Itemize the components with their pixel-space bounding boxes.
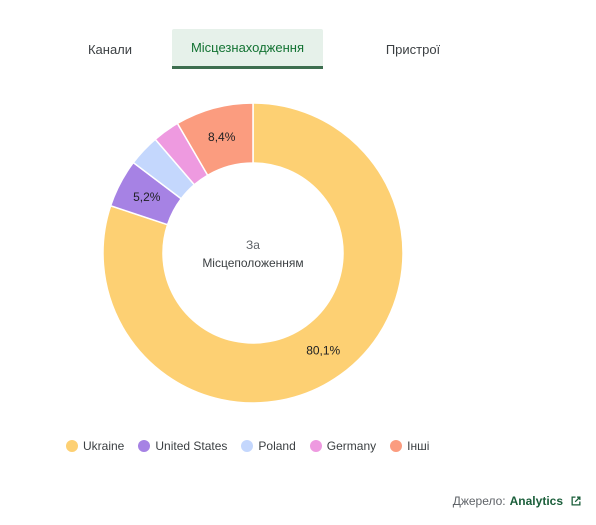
source-attribution: Джерело: Analytics — [453, 494, 582, 508]
legend-dot-ukraine — [66, 440, 78, 452]
center-label-line2: Місцеположенням — [202, 256, 304, 270]
analytics-link[interactable]: Analytics — [509, 494, 563, 508]
legend-dot-poland — [241, 440, 254, 452]
data-label-other: 8,4% — [208, 130, 236, 144]
legend-item-other[interactable]: Інші — [390, 439, 429, 453]
legend-item-united-states[interactable]: United States — [138, 439, 227, 453]
tab-channels[interactable]: Канали — [87, 41, 133, 57]
slice-other[interactable] — [176, 102, 254, 177]
legend-dot-germany — [309, 440, 322, 452]
legend-label-germany: Germany — [326, 439, 377, 453]
legend-dot-other — [390, 440, 403, 452]
legend-item-poland[interactable]: Poland — [241, 439, 296, 453]
donut-center-label: За Місцеположенням — [173, 236, 333, 272]
legend-dot-united-states — [138, 440, 151, 452]
chart-legend: Ukraine United States Poland Germany Інш… — [66, 437, 443, 455]
legend-label-other: Інші — [407, 439, 430, 453]
open-in-new-icon[interactable] — [570, 495, 582, 507]
legend-item-germany[interactable]: Germany — [309, 439, 377, 453]
slice-ukraine[interactable] — [102, 102, 404, 404]
tab-locations[interactable]: Місцезнаходження — [172, 29, 323, 69]
center-label-line1: За — [246, 238, 260, 252]
legend-label-united-states: United States — [155, 439, 228, 453]
tab-devices[interactable]: Пристрої — [385, 41, 441, 57]
data-label-united-states: 5,2% — [133, 190, 161, 204]
source-prefix: Джерело: — [452, 494, 506, 508]
data-label-ukraine: 80,1% — [306, 343, 340, 357]
tab-bar: Канали Місцезнаходження Пристрої — [48, 29, 503, 69]
legend-label-poland: Poland — [258, 439, 296, 453]
legend-item-ukraine[interactable]: Ukraine — [66, 439, 124, 453]
legend-label-ukraine: Ukraine — [83, 439, 125, 453]
